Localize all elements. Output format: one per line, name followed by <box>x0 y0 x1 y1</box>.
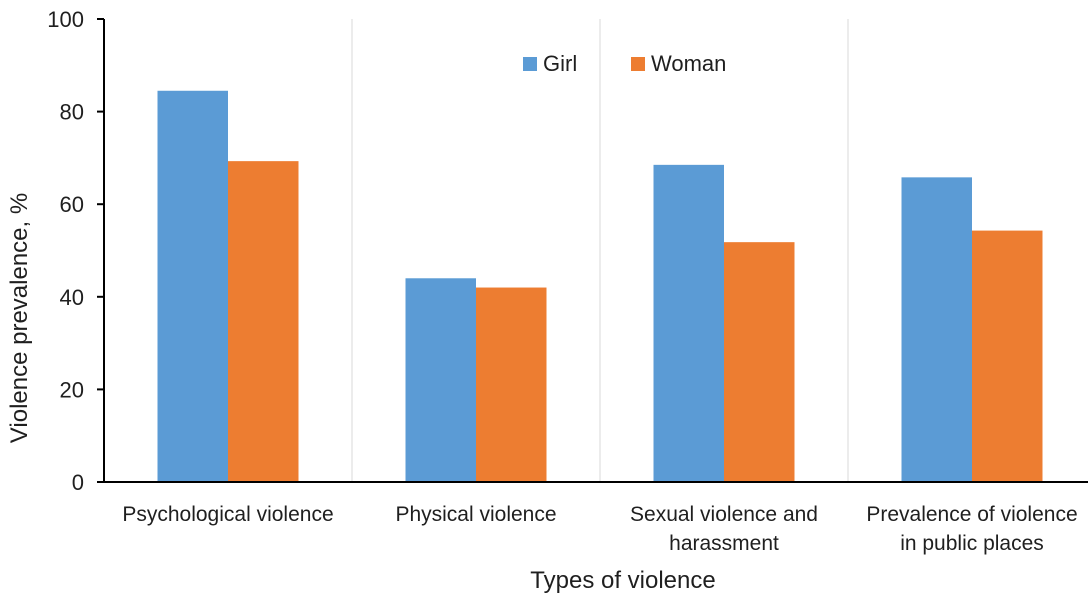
x-tick-label: in public places <box>900 532 1044 555</box>
x-tick-label: Sexual violence and <box>630 503 818 526</box>
bar-girl-1 <box>405 278 476 482</box>
y-tick-label: 20 <box>60 377 84 402</box>
x-tick-labels: Psychological violence Physical violence S… <box>122 503 1077 555</box>
bar-woman-2 <box>724 242 795 482</box>
x-axis-label: Types of violence <box>530 567 715 594</box>
x-tick-label: harassment <box>669 532 779 555</box>
y-axis-label: Violence prevalence, % <box>6 193 33 443</box>
y-tick-label: 60 <box>60 192 84 217</box>
bar-girl-2 <box>653 164 724 482</box>
bar-girl-3 <box>901 177 972 482</box>
y-tick-label: 100 <box>47 7 84 32</box>
bar-woman-3 <box>972 230 1043 482</box>
x-tick-label: Prevalence of violence <box>866 503 1077 526</box>
bars <box>157 90 1043 483</box>
x-tick-label: Physical violence <box>395 503 556 526</box>
legend-label-woman: Woman <box>651 51 726 76</box>
y-tick-label: 80 <box>60 100 84 125</box>
bar-woman-0 <box>228 161 299 483</box>
bar-woman-1 <box>476 287 547 482</box>
legend: Girl Woman <box>523 51 726 76</box>
legend-swatch-girl <box>523 57 537 71</box>
legend-label-girl: Girl <box>543 51 577 76</box>
legend-swatch-woman <box>631 57 645 71</box>
bar-girl-0 <box>157 90 228 482</box>
category-gridlines <box>351 19 849 482</box>
y-tick-labels: 0 20 40 60 80 100 <box>47 7 104 495</box>
y-tick-label: 40 <box>60 285 84 310</box>
x-tick-label: Psychological violence <box>122 503 333 526</box>
y-tick-label: 0 <box>72 470 84 495</box>
axes <box>103 19 1088 483</box>
